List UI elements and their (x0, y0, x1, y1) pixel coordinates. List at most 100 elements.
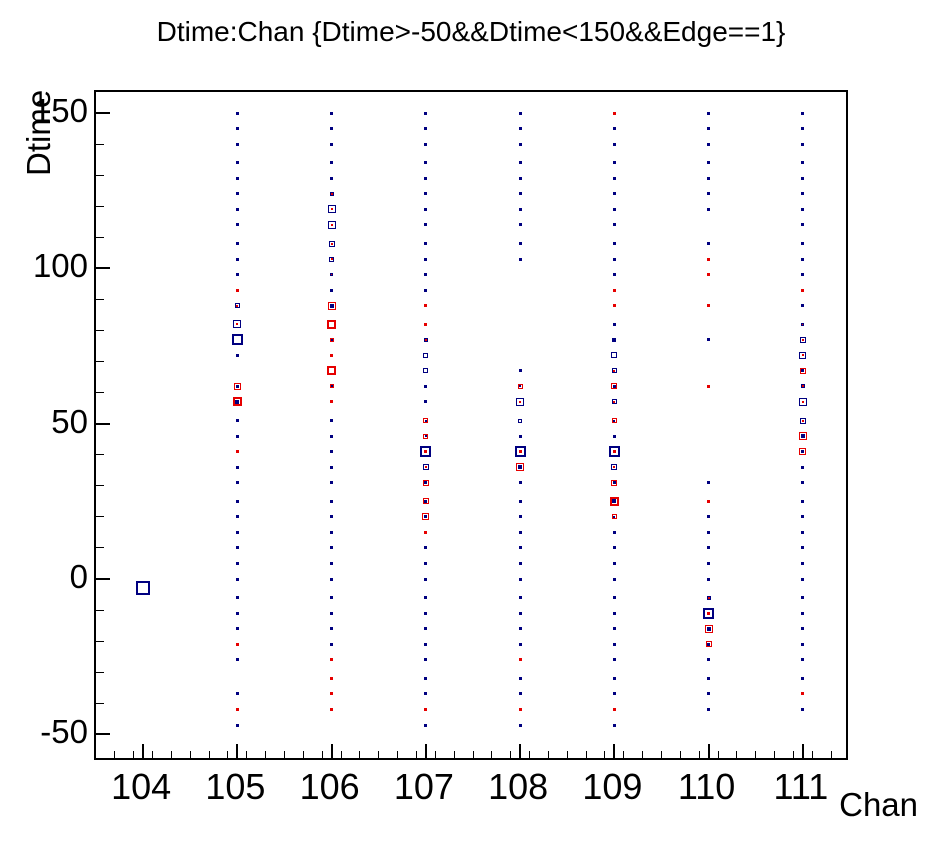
data-point (518, 192, 522, 196)
data-point (330, 353, 334, 357)
data-point (235, 142, 239, 146)
x-minor-tick (811, 751, 813, 758)
data-point (611, 399, 617, 405)
data-point (612, 658, 616, 662)
data-point (424, 242, 428, 246)
data-point (707, 338, 711, 342)
data-point (801, 627, 805, 631)
data-point (235, 257, 239, 261)
data-point-center (801, 338, 804, 341)
data-point (612, 692, 616, 696)
data-point (801, 161, 805, 165)
data-point (801, 530, 805, 534)
data-point (707, 384, 711, 388)
data-point (612, 304, 616, 308)
data-point (707, 176, 711, 180)
data-point (235, 577, 239, 581)
data-point (518, 676, 522, 680)
data-point (800, 384, 805, 389)
data-point (330, 176, 334, 180)
data-point (330, 419, 334, 423)
data-point (612, 596, 616, 600)
data-point (422, 498, 429, 505)
data-point (611, 368, 617, 374)
x-minor-tick (397, 751, 399, 758)
data-point (612, 207, 616, 211)
data-point-center (518, 450, 522, 454)
data-point (235, 111, 239, 115)
data-point (518, 499, 522, 503)
x-tick-label: 106 (299, 766, 360, 807)
data-point (330, 627, 334, 631)
data-point (801, 676, 805, 680)
data-point (424, 400, 428, 404)
x-minor-tick (717, 751, 719, 758)
data-point (518, 723, 522, 727)
data-point-center (706, 626, 711, 631)
data-point (330, 273, 334, 277)
data-point (424, 546, 428, 550)
data-point (330, 515, 334, 519)
data-point (611, 383, 618, 390)
x-major-tick (519, 744, 522, 758)
data-point-center (613, 515, 616, 518)
data-point (801, 499, 805, 503)
data-point (423, 352, 429, 358)
data-point (707, 562, 711, 566)
data-point (707, 192, 711, 196)
y-minor-tick (96, 330, 104, 332)
y-minor-tick (96, 702, 104, 704)
data-point (707, 242, 711, 246)
data-point (329, 384, 334, 389)
data-point (235, 192, 239, 196)
data-point (801, 273, 805, 277)
data-point (518, 176, 522, 180)
x-minor-tick (566, 751, 568, 758)
y-tick-label: 0 (69, 558, 88, 596)
x-minor-tick (698, 751, 700, 758)
data-point (611, 464, 618, 471)
data-point (799, 336, 806, 343)
data-point-center (424, 419, 427, 422)
data-point-center (330, 192, 333, 195)
data-point (612, 242, 616, 246)
x-minor-tick (774, 751, 776, 758)
data-point (799, 351, 807, 359)
y-major-tick (96, 422, 110, 425)
x-minor-tick (529, 751, 531, 758)
x-major-tick (330, 744, 333, 758)
data-point (703, 607, 715, 619)
data-point (518, 207, 522, 211)
data-point (518, 142, 522, 146)
data-point-center (612, 384, 616, 388)
data-point (424, 304, 428, 308)
data-point (330, 642, 334, 646)
data-point (611, 514, 617, 520)
data-point (612, 611, 616, 615)
data-point (518, 223, 522, 227)
data-point (612, 530, 616, 534)
data-point (707, 499, 711, 503)
data-point-center (329, 303, 334, 308)
x-minor-tick (547, 751, 549, 758)
data-point (518, 708, 522, 711)
data-point (235, 515, 239, 519)
data-point (612, 562, 616, 566)
data-point (329, 337, 334, 342)
x-minor-tick (302, 751, 304, 758)
x-minor-tick (359, 751, 361, 758)
y-tick-label: 100 (32, 247, 88, 285)
data-point-center (330, 208, 333, 211)
data-point-center (612, 481, 616, 485)
data-point (423, 433, 429, 439)
data-point (424, 127, 428, 131)
data-point (612, 142, 616, 146)
data-point-center (801, 450, 805, 454)
data-point (612, 322, 616, 326)
data-point-center (424, 515, 428, 519)
data-point (612, 723, 616, 727)
data-point-center (330, 258, 333, 261)
data-point (235, 176, 239, 180)
data-point-center (424, 435, 427, 438)
chart-title: Dtime:Chan {Dtime>-50&&Dtime<150&&Edge==… (156, 16, 786, 47)
